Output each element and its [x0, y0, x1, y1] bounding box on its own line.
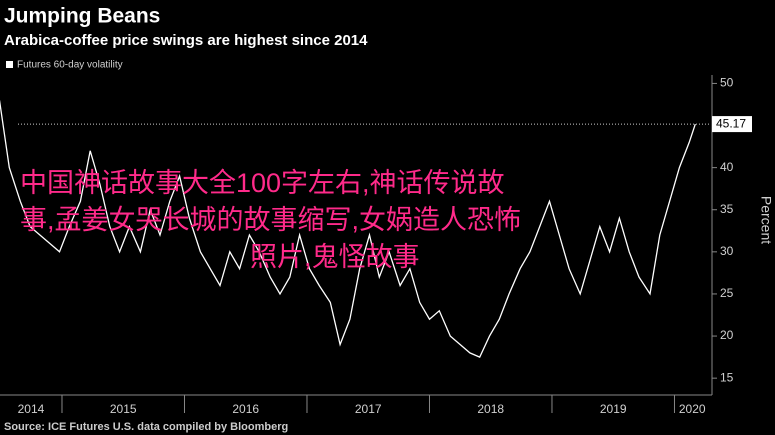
legend-label: Futures 60-day volatility — [17, 60, 123, 71]
x-tick-label: 2016 — [232, 402, 259, 416]
y-axis-label: Percent — [758, 196, 774, 244]
chart-subtitle: Arabica-coffee price swings are highest … — [4, 32, 368, 49]
y-tick-label: 20 — [720, 328, 734, 342]
y-tick-label: 50 — [720, 76, 734, 90]
y-tick-label: 25 — [720, 286, 734, 300]
y-tick-label: 30 — [720, 244, 734, 258]
last-value-box — [712, 116, 752, 133]
overlay-text: 事,孟姜女哭长城的故事缩写,女娲造人恐怖 — [20, 205, 521, 235]
x-tick-label: 2014 — [18, 402, 45, 416]
last-value-label: 45.17 — [716, 116, 746, 130]
x-tick-label: 2019 — [600, 402, 627, 416]
x-tick-label: 2015 — [110, 402, 137, 416]
y-tick-label: 15 — [720, 370, 734, 384]
y-tick-label: 40 — [720, 160, 734, 174]
chart-title: Jumping Beans — [4, 5, 160, 28]
x-tick-label: 2020 — [679, 402, 706, 416]
legend-swatch — [6, 61, 13, 68]
data-line — [0, 100, 696, 358]
overlay-text: 中国神话故事大全100字左右,神话传说故 — [20, 168, 505, 198]
overlay-text: 照片,鬼怪故事 — [250, 242, 420, 272]
source: Source: ICE Futures U.S. data compiled b… — [4, 421, 288, 433]
x-tick-label: 2018 — [477, 402, 504, 416]
x-tick-label: 2017 — [355, 402, 382, 416]
y-tick-label: 35 — [720, 202, 734, 216]
